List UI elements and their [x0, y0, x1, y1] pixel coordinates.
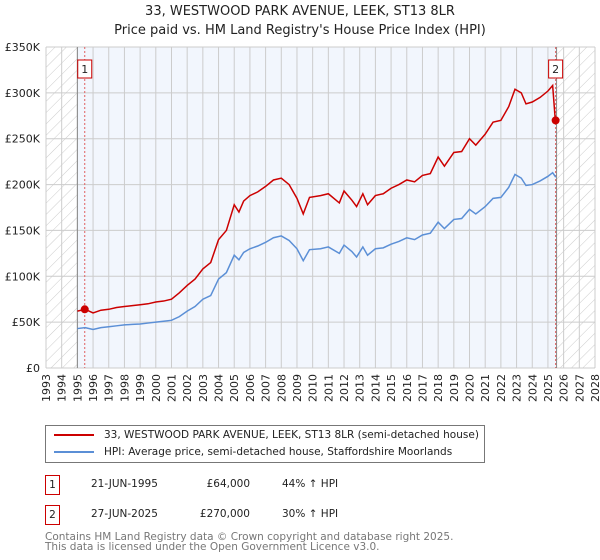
y-tick-label: £150K [5, 224, 41, 237]
legend: 33, WESTWOOD PARK AVENUE, LEEK, ST13 8LR… [45, 425, 485, 463]
x-tick-label: 2023 [511, 374, 524, 402]
x-tick-label: 2018 [432, 374, 445, 402]
x-tick-label: 1998 [118, 374, 131, 402]
y-tick-label: £50K [12, 316, 41, 329]
legend-label: HPI: Average price, semi-detached house,… [104, 446, 453, 458]
x-tick-label: 2025 [542, 374, 555, 402]
x-tick-label: 2028 [589, 374, 600, 402]
footer-line: Contains HM Land Registry data © Crown c… [45, 531, 454, 543]
x-tick-label: 2001 [165, 374, 178, 402]
sale-label-box [548, 59, 564, 79]
x-tick-label: 2004 [213, 374, 226, 402]
x-tick-label: 2003 [197, 374, 210, 402]
chart-plot: 1993 1994 1995 1996 1997 1998 1999 2000 2001 2002… [5, 41, 600, 402]
x-tick-label: 2027 [573, 374, 586, 402]
x-tick-label: 2010 [307, 374, 320, 402]
x-tick-label: 2021 [479, 374, 492, 402]
shaded-region [77, 47, 557, 368]
x-tick-label: 2006 [244, 374, 257, 402]
x-tick-label: 2009 [291, 374, 304, 402]
legend-item-property: 33, WESTWOOD PARK AVENUE, LEEK, ST13 8LR… [54, 429, 479, 441]
x-tick-label: 2019 [448, 374, 461, 402]
footer-line: This data is licensed under the Open Gov… [45, 541, 380, 553]
x-tick-label: 2022 [495, 374, 508, 402]
sale-date: 27-JUN-2025 [91, 508, 158, 520]
x-tick-label: 2015 [385, 374, 398, 402]
y-tick-label: £0 [26, 362, 40, 375]
y-tick-label: £350K [5, 41, 41, 54]
x-tick-label: 2005 [228, 374, 241, 402]
x-tick-label: 2017 [416, 374, 429, 402]
sale-price: £270,000 [199, 508, 250, 520]
hpi-line [77, 171, 557, 331]
sale-point [80, 305, 89, 314]
x-tick-label: 1993 [40, 374, 53, 402]
sale-badge: 2 [45, 505, 60, 525]
footer: Contains HM Land Registry data © Crown c… [45, 531, 454, 553]
y-tick-label: £100K [5, 270, 41, 283]
x-tick-label: 2014 [369, 374, 382, 402]
legend-line-blue [54, 451, 94, 453]
sale-point [551, 116, 560, 125]
sale-label: 1 [81, 63, 88, 76]
x-tick-label: 1994 [56, 374, 69, 402]
sale-badge: 1 [45, 475, 60, 495]
legend-item-hpi: HPI: Average price, semi-detached house,… [54, 446, 452, 458]
sale-hpi: 44% ↑ HPI [282, 478, 339, 490]
x-tick-label: 2008 [275, 374, 288, 402]
sale-label: 2 [552, 63, 559, 76]
sale-date: 21-JUN-1995 [91, 478, 158, 490]
chart-title: 33, WESTWOOD PARK AVENUE, LEEK, ST13 8LR [145, 4, 455, 19]
chart-subtitle: Price paid vs. HM Land Registry's House … [114, 23, 486, 38]
sale-hpi: 30% ↑ HPI [282, 508, 339, 520]
x-tick-label: 2016 [401, 374, 414, 402]
x-tick-label: 2011 [322, 374, 335, 402]
x-tick-label: 2013 [354, 374, 367, 402]
x-tick-label: 2000 [150, 374, 163, 402]
y-tick-label: £300K [5, 87, 41, 100]
legend-line-red [54, 434, 94, 436]
table-row: 2 27-JUN-2025 £270,000 30% ↑ HPI [45, 505, 445, 525]
x-tick-label: 1999 [134, 374, 147, 402]
x-tick-label: 2007 [260, 374, 273, 402]
sale-price: £64,000 [206, 478, 250, 490]
x-tick-label: 1996 [87, 374, 100, 402]
x-tick-label: 2020 [464, 374, 477, 402]
table-row: 1 21-JUN-1995 £64,000 44% ↑ HPI [45, 475, 445, 495]
sale-label-box [77, 59, 93, 79]
x-tick-label: 2002 [181, 374, 194, 402]
x-tick-label: 1997 [103, 374, 116, 402]
x-tick-label: 1995 [71, 374, 84, 402]
hatched-region-after [556, 47, 595, 368]
price-paid-line [77, 83, 557, 314]
y-tick-label: £250K [5, 133, 41, 146]
legend-label: 33, WESTWOOD PARK AVENUE, LEEK, ST13 8LR… [104, 429, 479, 441]
x-tick-label: 2024 [526, 374, 539, 402]
y-tick-label: £200K [5, 179, 41, 192]
x-tick-label: 2012 [338, 374, 351, 402]
x-tick-label: 2026 [558, 374, 571, 402]
